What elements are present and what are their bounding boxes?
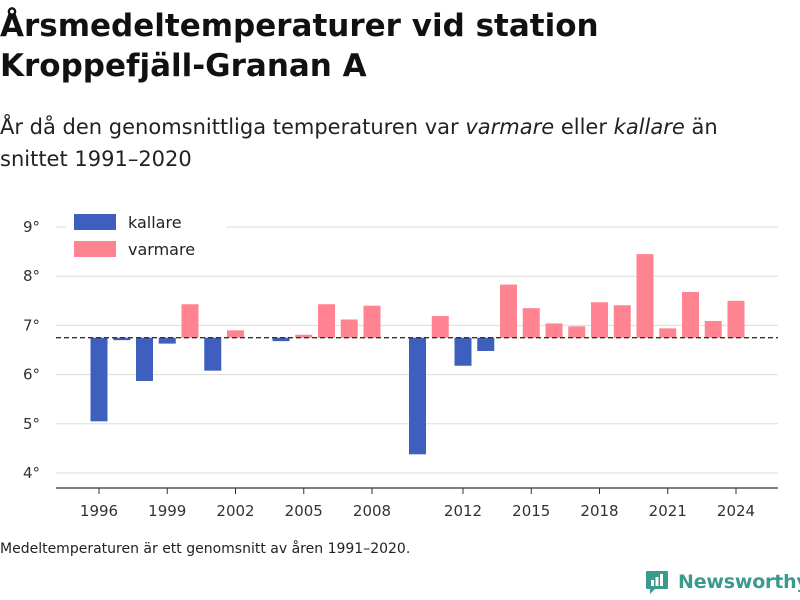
bar-1999 xyxy=(158,337,176,344)
legend-label-warmer: varmare xyxy=(128,240,195,259)
x-tick-label: 1996 xyxy=(80,502,118,520)
bar-1996 xyxy=(90,337,108,422)
subtitle-part2: eller xyxy=(554,115,614,139)
bar-2020 xyxy=(636,254,654,338)
bar-2007 xyxy=(340,319,358,338)
bar-2004 xyxy=(272,337,290,342)
temperature-bar-chart: 4° 5° 6° 7° 8° 9° 1996 1999 2002 2005 2008 2012 2015… xyxy=(23,209,778,520)
x-tick-label: 2008 xyxy=(353,502,391,520)
bar-2015 xyxy=(522,308,540,338)
subtitle-warmer-word: varmare xyxy=(465,115,555,139)
bar-1998 xyxy=(136,337,153,381)
bar-2014 xyxy=(500,284,517,338)
bar-2024 xyxy=(727,300,745,338)
bar-2019 xyxy=(613,305,631,338)
x-tick-label: 2002 xyxy=(216,502,254,520)
bar-2012 xyxy=(454,337,472,366)
bar-2008 xyxy=(363,305,381,338)
bar-2013 xyxy=(477,337,495,351)
y-tick-label: 7° xyxy=(23,316,40,334)
x-tick-label: 2024 xyxy=(717,502,755,520)
bar-1997 xyxy=(113,337,131,341)
bar-2017 xyxy=(568,326,586,338)
bar-2022 xyxy=(682,291,699,338)
x-tick-label: 1999 xyxy=(148,502,186,520)
x-tick-label: 2021 xyxy=(649,502,687,520)
y-tick-label: 5° xyxy=(23,415,40,433)
bar-2006 xyxy=(318,304,335,338)
y-tick-label: 9° xyxy=(23,218,40,236)
x-tick-label: 2005 xyxy=(285,502,323,520)
x-tick-label: 2012 xyxy=(444,502,482,520)
bar-2011 xyxy=(431,316,449,338)
x-tick-label: 2018 xyxy=(580,502,618,520)
bar-2010 xyxy=(409,337,426,455)
bar-2005 xyxy=(295,334,313,338)
bar-2000 xyxy=(181,304,199,338)
newsworthy-logo: Newsworthy xyxy=(644,569,800,595)
newsworthy-logo-text: Newsworthy xyxy=(678,571,800,593)
subtitle-colder-word: kallare xyxy=(613,115,685,139)
chart-title-line1: Årsmedeltemperaturer vid station xyxy=(0,8,599,44)
y-tick-label: 8° xyxy=(23,267,40,285)
chart-title: Årsmedeltemperaturer vid station Kroppef… xyxy=(0,6,790,86)
bar-2001 xyxy=(204,337,222,371)
y-tick-label: 6° xyxy=(23,366,40,384)
bar-2016 xyxy=(545,323,563,338)
chart-title-line2: Kroppefjäll-Granan A xyxy=(0,48,367,84)
bar-2018 xyxy=(591,302,608,338)
bar-2021 xyxy=(659,328,677,338)
subtitle-part1: År då den genomsnittliga temperaturen va… xyxy=(0,115,466,139)
x-tick-label: 2015 xyxy=(512,502,550,520)
newsworthy-logo-icon xyxy=(646,571,668,594)
bar-2023 xyxy=(704,320,722,338)
subtitle-part3: än snittet 1991–2020 xyxy=(0,115,718,171)
legend-swatch-warmer xyxy=(74,241,116,257)
footnote: Medeltemperaturen är ett genomsnitt av å… xyxy=(0,541,411,557)
bar-2002 xyxy=(227,330,244,338)
y-tick-label: 4° xyxy=(23,464,40,482)
chart-subtitle: År då den genomsnittliga temperaturen va… xyxy=(0,111,790,175)
legend-swatch-colder xyxy=(74,214,116,230)
legend-label-colder: kallare xyxy=(128,213,182,232)
